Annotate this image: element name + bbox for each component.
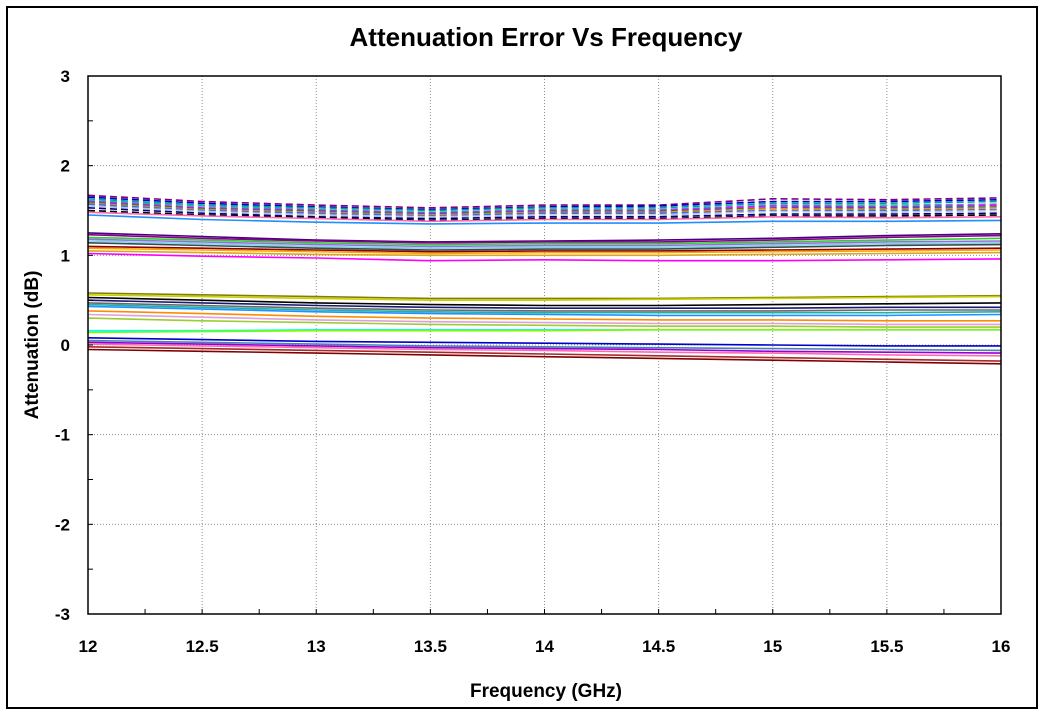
y-tick-label: 3: [61, 67, 70, 86]
series-line-33: [87, 317, 1001, 328]
series-line-4: [87, 199, 1002, 214]
y-tick-label: 1: [61, 246, 70, 265]
series-line-26: [87, 296, 1002, 307]
series-line-1: [87, 194, 1002, 209]
series-lines: [87, 194, 1002, 365]
x-tick-label: 15.5: [870, 637, 903, 656]
series-line-15: [87, 233, 1002, 244]
y-tick-label: -2: [55, 515, 70, 534]
series-line-23: [87, 252, 1002, 262]
series-line-5: [87, 200, 1002, 215]
series-line-21: [87, 247, 1002, 255]
series-line-10: [87, 207, 1002, 220]
series-line-36: [87, 337, 1001, 347]
series-line-12: [87, 211, 1002, 223]
x-tick-label: 12: [79, 637, 98, 656]
series-line-25: [87, 294, 1002, 302]
x-tick-label: 13: [307, 637, 326, 656]
series-line-40: [87, 346, 1002, 362]
x-axis-label: Frequency (GHz): [470, 681, 622, 702]
series-line-30: [87, 305, 1002, 317]
x-tick-label: 13.5: [414, 637, 447, 656]
x-tick-label: 12.5: [186, 637, 219, 656]
series-line-24: [87, 292, 1002, 300]
series-line-6: [87, 201, 1002, 215]
series-line-8: [87, 203, 1002, 217]
series-line-27: [87, 299, 1001, 310]
y-axis-label: Attenuation (dB): [22, 271, 43, 420]
series-line-17: [87, 238, 1002, 248]
y-tick-label: -3: [55, 605, 70, 624]
chart-title: Attenuation Error Vs Frequency: [350, 22, 743, 52]
series-line-13: [87, 214, 1002, 225]
series-line-11: [87, 209, 1002, 222]
series-line-35: [87, 328, 1001, 334]
y-tick-label: 0: [61, 336, 70, 355]
series-line-3: [87, 198, 1002, 212]
x-tick-label: 15: [763, 637, 782, 656]
x-tick-label: 16: [992, 637, 1011, 656]
series-line-22: [87, 250, 1002, 257]
series-line-7: [87, 202, 1002, 216]
series-line-31: [87, 310, 1001, 322]
series-line-38: [87, 341, 1002, 354]
series-line-41: [87, 348, 1002, 365]
series-line-37: [87, 339, 1002, 352]
plot-area-border: [87, 75, 1002, 615]
chart-frame: [6, 6, 1038, 709]
x-tick-label: 14.5: [642, 637, 675, 656]
series-line-2: [87, 196, 1002, 211]
series-line-14: [87, 232, 1002, 243]
series-line-20: [87, 245, 1002, 253]
y-tick-label: -1: [55, 426, 70, 445]
series-line-18: [87, 240, 1002, 250]
series-line-19: [87, 242, 1002, 251]
series-line-32: [87, 313, 1001, 326]
series-line-29: [87, 303, 1002, 314]
series-line-28: [87, 302, 1001, 312]
x-tick-label: 14: [535, 637, 554, 656]
y-tick-label: 2: [61, 157, 70, 176]
series-line-16: [87, 236, 1002, 246]
axis-ticks: 12 12.5 13 13.5 14 14.5 15 15.5 16 3 2 1 0 -1 -2 -3: [55, 67, 1011, 656]
series-line-9: [87, 205, 1002, 218]
series-line-39: [87, 343, 1002, 357]
